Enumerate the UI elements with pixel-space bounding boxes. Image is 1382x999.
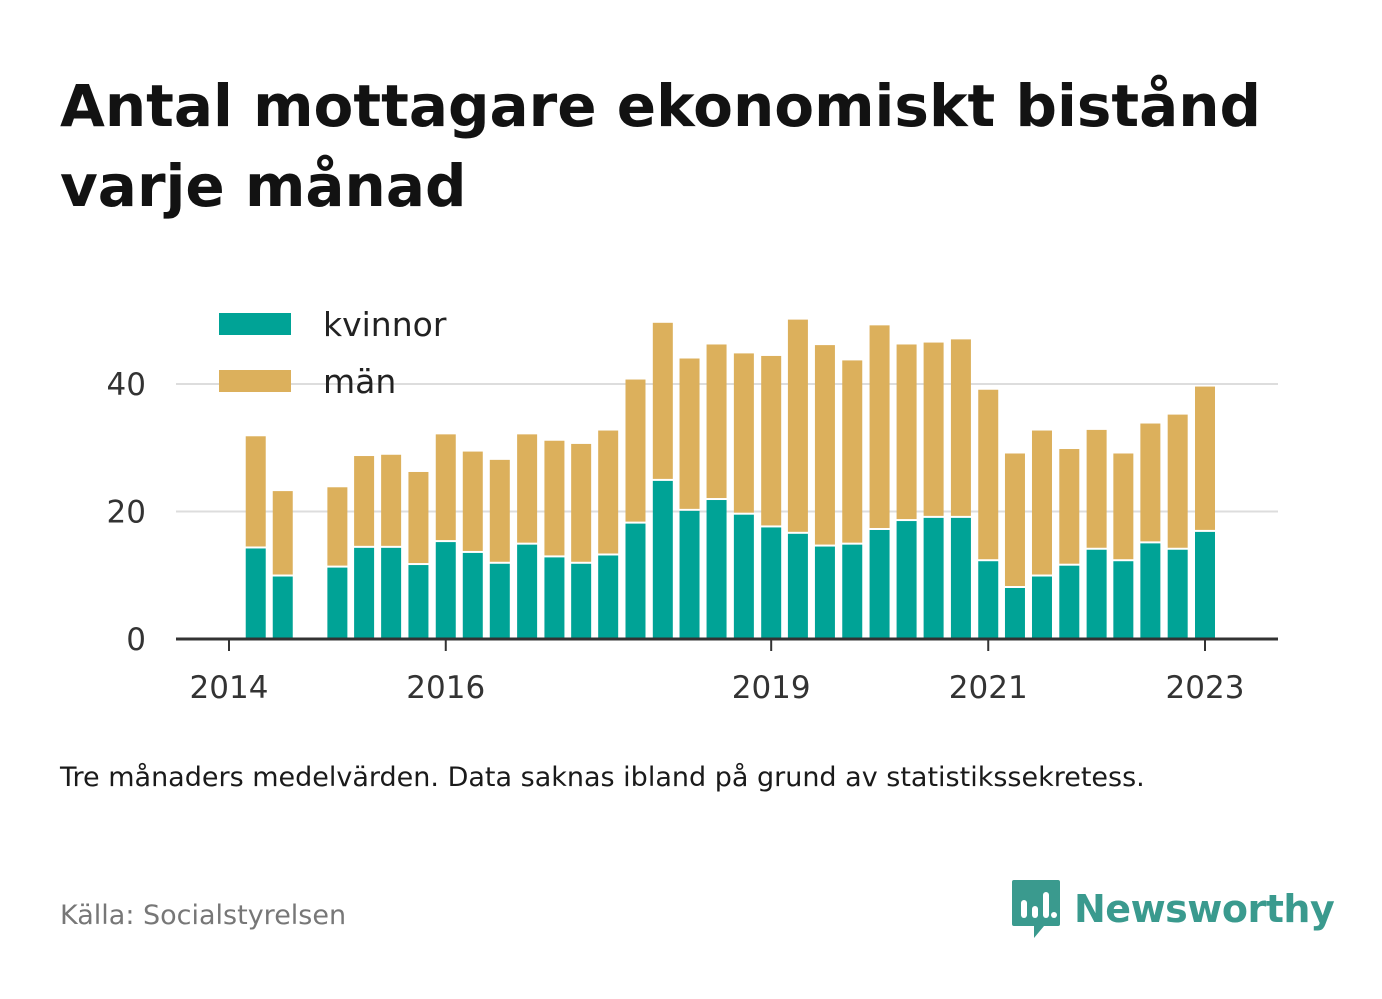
bar-kvinnor	[706, 500, 727, 639]
bar-man	[245, 436, 266, 547]
y-tick-label: 20	[107, 495, 146, 531]
bar-kvinnor	[1004, 588, 1025, 639]
chart-note: Tre månaders medelvärden. Data saknas ib…	[60, 762, 1145, 793]
bar-kvinnor	[1195, 531, 1215, 639]
legend: kvinnor män	[219, 305, 447, 401]
bar-kvinnor	[354, 547, 375, 639]
bar-kvinnor	[1113, 561, 1134, 639]
legend-swatch-0	[219, 313, 291, 335]
bar-man	[1004, 453, 1025, 586]
bar-kvinnor	[814, 546, 835, 639]
bar-man	[1167, 414, 1188, 548]
bar-kvinnor	[761, 527, 782, 639]
bar-kvinnor	[272, 576, 293, 639]
bar-kvinnor	[978, 561, 999, 639]
bar-kvinnor	[245, 548, 266, 639]
legend-label: män	[323, 362, 396, 401]
bar-kvinnor	[1140, 543, 1161, 639]
bar-kvinnor	[408, 565, 429, 639]
bar-kvinnor	[327, 567, 348, 639]
bar-man	[435, 434, 456, 541]
bar-man	[381, 454, 402, 546]
bar-kvinnor	[462, 552, 483, 639]
legend-label: kvinnor	[323, 305, 447, 344]
bar-man	[327, 487, 348, 566]
source-label: Källa: Socialstyrelsen	[60, 900, 347, 931]
bar-man	[625, 379, 646, 522]
bar-man	[706, 344, 727, 499]
bar-kvinnor	[842, 544, 863, 639]
bar-man	[950, 339, 971, 516]
bar-man	[272, 491, 293, 575]
bar-man	[354, 456, 375, 546]
axes: 0 20 40 2014 2016 2019 2021 2023	[107, 367, 1278, 706]
bar-kvinnor	[787, 533, 808, 639]
bar-kvinnor	[625, 523, 646, 639]
bar-kvinnor	[733, 514, 754, 639]
bar-man	[1059, 449, 1080, 564]
bar-kvinnor	[544, 557, 565, 639]
bar-kvinnor	[869, 529, 890, 639]
newsworthy-logo-icon	[1012, 880, 1060, 938]
x-tick-label: 2021	[949, 670, 1028, 706]
bar-man	[787, 319, 808, 532]
bar-man	[1195, 386, 1215, 530]
bar-man	[761, 355, 782, 526]
bar-man	[923, 342, 944, 516]
x-tick-label: 2016	[406, 670, 485, 706]
brand-logo: Newsworthy	[1010, 878, 1335, 940]
bar-man	[1031, 430, 1052, 575]
bar-kvinnor	[950, 517, 971, 639]
bar-kvinnor	[923, 517, 944, 639]
bar-kvinnor	[1059, 565, 1080, 639]
bars	[245, 319, 1215, 639]
bar-kvinnor	[679, 510, 700, 639]
y-tick-label: 0	[126, 622, 146, 658]
y-tick-label: 40	[107, 367, 146, 403]
bar-man	[652, 322, 673, 479]
bar-man	[571, 443, 592, 562]
bar-kvinnor	[652, 480, 673, 639]
bar-man	[517, 434, 538, 543]
bar-kvinnor	[489, 563, 510, 639]
bar-man	[896, 344, 917, 520]
brand-name: Newsworthy	[1074, 887, 1335, 931]
x-tick-label: 2014	[190, 670, 269, 706]
bar-kvinnor	[435, 542, 456, 639]
chart-title: Antal mottagare ekonomiskt bistånd varje…	[60, 72, 1262, 220]
bar-kvinnor	[517, 544, 538, 639]
bar-man	[814, 345, 835, 545]
bar-kvinnor	[381, 547, 402, 639]
bar-man	[679, 358, 700, 509]
bar-kvinnor	[1031, 576, 1052, 639]
bar-man	[842, 360, 863, 543]
bar-man	[869, 325, 890, 528]
bar-man	[408, 471, 429, 564]
bar-man	[1086, 429, 1107, 548]
bar-kvinnor	[598, 555, 619, 639]
x-tick-label: 2023	[1166, 670, 1245, 706]
bar-kvinnor	[571, 563, 592, 639]
bar-man	[978, 389, 999, 560]
legend-swatch-1	[219, 370, 291, 392]
bar-man	[598, 430, 619, 554]
bar-man	[489, 459, 510, 562]
bar-man	[733, 353, 754, 513]
bar-man	[1140, 423, 1161, 542]
bar-man	[544, 440, 565, 556]
bar-kvinnor	[1086, 549, 1107, 639]
x-tick-label: 2019	[732, 670, 811, 706]
bar-kvinnor	[1167, 549, 1188, 639]
bar-man	[462, 451, 483, 551]
bar-kvinnor	[896, 521, 917, 639]
bar-man	[1113, 453, 1134, 560]
